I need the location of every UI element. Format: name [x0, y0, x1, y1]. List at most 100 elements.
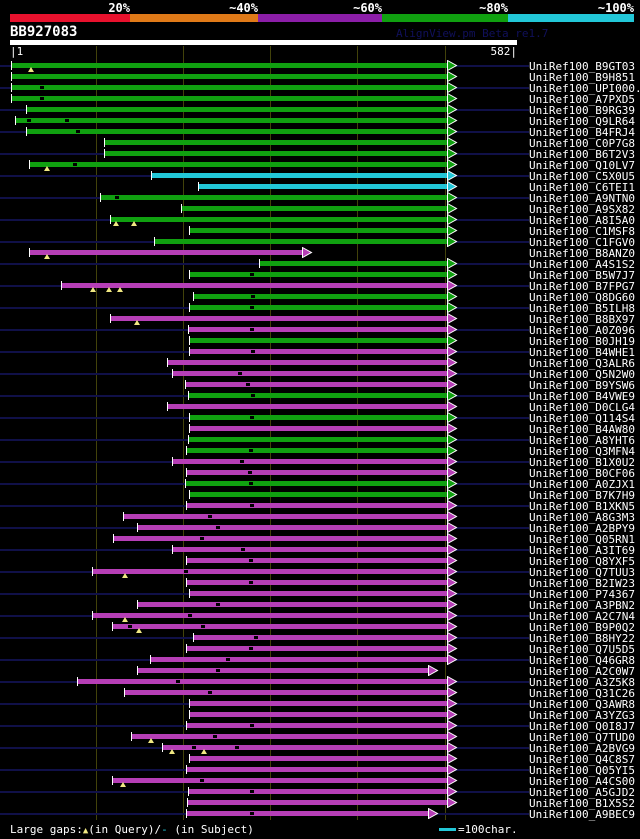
- hit-bar[interactable]: [12, 74, 447, 79]
- hit-label[interactable]: UniRef100_B1X5S2: [529, 797, 635, 810]
- hit-bar[interactable]: [190, 349, 447, 354]
- hit-label[interactable]: UniRef100_A0ZJX1: [529, 478, 635, 491]
- hit-bar[interactable]: [163, 745, 447, 750]
- hit-label[interactable]: UniRef100_B8HY22: [529, 632, 635, 645]
- hit-label[interactable]: UniRef100_A2C7N4: [529, 610, 635, 623]
- hit-label[interactable]: UniRef100_A4S1S2: [529, 258, 635, 271]
- hit-bar[interactable]: [189, 327, 447, 332]
- hit-label[interactable]: UniRef100_C1MSF8: [529, 225, 635, 238]
- hit-bar[interactable]: [187, 470, 447, 475]
- hit-label[interactable]: UniRef100_A9SX82: [529, 203, 635, 216]
- hit-bar[interactable]: [30, 162, 447, 167]
- hit-label[interactable]: UniRef100_B9GT03: [529, 60, 635, 73]
- hit-bar[interactable]: [190, 756, 447, 761]
- hit-label[interactable]: UniRef100_P74367: [529, 588, 635, 601]
- hit-bar[interactable]: [173, 547, 447, 552]
- hit-label[interactable]: UniRef100_A8I5A0: [529, 214, 635, 227]
- hit-bar[interactable]: [189, 393, 447, 398]
- hit-label[interactable]: UniRef100_B2IW23: [529, 577, 635, 590]
- hit-label[interactable]: UniRef100_Q7U5D5: [529, 643, 635, 656]
- hit-bar[interactable]: [138, 668, 428, 673]
- hit-label[interactable]: UniRef100_A2BPY9: [529, 522, 635, 535]
- hit-label[interactable]: UniRef100_Q9LR64: [529, 115, 635, 128]
- hit-label[interactable]: UniRef100_A9BEC9: [529, 808, 635, 821]
- hit-bar[interactable]: [187, 503, 447, 508]
- hit-label[interactable]: UniRef100_B0JH19: [529, 335, 635, 348]
- hit-label[interactable]: UniRef100_A3Z5K8: [529, 676, 635, 689]
- hit-bar[interactable]: [173, 371, 447, 376]
- hit-label[interactable]: UniRef100_A7PXD5: [529, 93, 635, 106]
- hit-bar[interactable]: [260, 261, 447, 266]
- hit-label[interactable]: UniRef100_B8BX97: [529, 313, 635, 326]
- hit-bar[interactable]: [187, 811, 428, 816]
- hit-label[interactable]: UniRef100_Q31C26: [529, 687, 635, 700]
- hit-bar[interactable]: [186, 481, 447, 486]
- hit-bar[interactable]: [186, 382, 447, 387]
- hit-bar[interactable]: [12, 63, 447, 68]
- hit-label[interactable]: UniRef100_B4WHE1: [529, 346, 635, 359]
- hit-label[interactable]: UniRef100_Q8DG60: [529, 291, 635, 304]
- hit-label[interactable]: UniRef100_B9H851: [529, 71, 635, 84]
- hit-label[interactable]: UniRef100_D0CLG4: [529, 401, 635, 414]
- hit-label[interactable]: UniRef100_B5ILH8: [529, 302, 635, 315]
- hit-bar[interactable]: [168, 360, 447, 365]
- hit-bar[interactable]: [190, 338, 447, 343]
- hit-label[interactable]: UniRef100_Q114S4: [529, 412, 635, 425]
- hit-label[interactable]: UniRef100_A0Z096: [529, 324, 635, 337]
- hit-label[interactable]: UniRef100_Q4C8S7: [529, 753, 635, 766]
- hit-bar[interactable]: [132, 734, 447, 739]
- hit-bar[interactable]: [12, 85, 447, 90]
- hit-label[interactable]: UniRef100_A3IT69: [529, 544, 635, 557]
- hit-bar[interactable]: [138, 525, 447, 530]
- hit-label[interactable]: UniRef100_Q3ALR6: [529, 357, 635, 370]
- hit-label[interactable]: UniRef100_A9NTN0: [529, 192, 635, 205]
- hit-label[interactable]: UniRef100_B9YSW6: [529, 379, 635, 392]
- hit-bar[interactable]: [27, 107, 447, 112]
- hit-label[interactable]: UniRef100_Q7TUD0: [529, 731, 635, 744]
- hit-bar[interactable]: [105, 151, 447, 156]
- hit-label[interactable]: UniRef100_Q8YXF5: [529, 555, 635, 568]
- hit-label[interactable]: UniRef100_B4FRJ4: [529, 126, 635, 139]
- hit-bar[interactable]: [111, 217, 447, 222]
- hit-bar[interactable]: [190, 426, 447, 431]
- hit-bar[interactable]: [101, 195, 447, 200]
- hit-label[interactable]: UniRef100_Q10LV7: [529, 159, 635, 172]
- hit-label[interactable]: UniRef100_Q05YI5: [529, 764, 635, 777]
- hit-label[interactable]: UniRef100_Q7TUU3: [529, 566, 635, 579]
- hit-bar[interactable]: [190, 305, 447, 310]
- hit-label[interactable]: UniRef100_B9P0Q2: [529, 621, 635, 634]
- hit-label[interactable]: UniRef100_A2BVG9: [529, 742, 635, 755]
- hit-bar[interactable]: [30, 250, 302, 255]
- hit-bar[interactable]: [155, 239, 447, 244]
- hit-bar[interactable]: [190, 415, 447, 420]
- hit-bar[interactable]: [187, 580, 447, 585]
- hit-bar[interactable]: [190, 591, 447, 596]
- hit-bar[interactable]: [138, 602, 447, 607]
- hit-bar[interactable]: [113, 624, 447, 629]
- hit-label[interactable]: UniRef100_C5X0U5: [529, 170, 635, 183]
- hit-bar[interactable]: [151, 657, 447, 662]
- hit-bar[interactable]: [27, 129, 447, 134]
- hit-label[interactable]: UniRef100_A3PBN2: [529, 599, 635, 612]
- hit-bar[interactable]: [187, 646, 447, 651]
- hit-label[interactable]: UniRef100_Q46GR8: [529, 654, 635, 667]
- hit-bar[interactable]: [194, 294, 447, 299]
- hit-bar[interactable]: [190, 701, 447, 706]
- hit-label[interactable]: UniRef100_C1FGV0: [529, 236, 635, 249]
- hit-label[interactable]: UniRef100_C6TEI1: [529, 181, 635, 194]
- hit-bar[interactable]: [187, 448, 447, 453]
- hit-bar[interactable]: [125, 690, 447, 695]
- hit-bar[interactable]: [182, 206, 447, 211]
- hit-bar[interactable]: [152, 173, 447, 178]
- hit-bar[interactable]: [12, 96, 447, 101]
- hit-bar[interactable]: [113, 778, 447, 783]
- hit-label[interactable]: UniRef100_C0P7G8: [529, 137, 635, 150]
- hit-bar[interactable]: [16, 118, 447, 123]
- hit-label[interactable]: UniRef100_B1XKN5: [529, 500, 635, 513]
- hit-label[interactable]: UniRef100_A8YHT6: [529, 434, 635, 447]
- hit-bar[interactable]: [190, 228, 447, 233]
- hit-label[interactable]: UniRef100_Q5N2W0: [529, 368, 635, 381]
- hit-bar[interactable]: [188, 800, 447, 805]
- hit-label[interactable]: UniRef100_B6T2V3: [529, 148, 635, 161]
- hit-bar[interactable]: [62, 283, 447, 288]
